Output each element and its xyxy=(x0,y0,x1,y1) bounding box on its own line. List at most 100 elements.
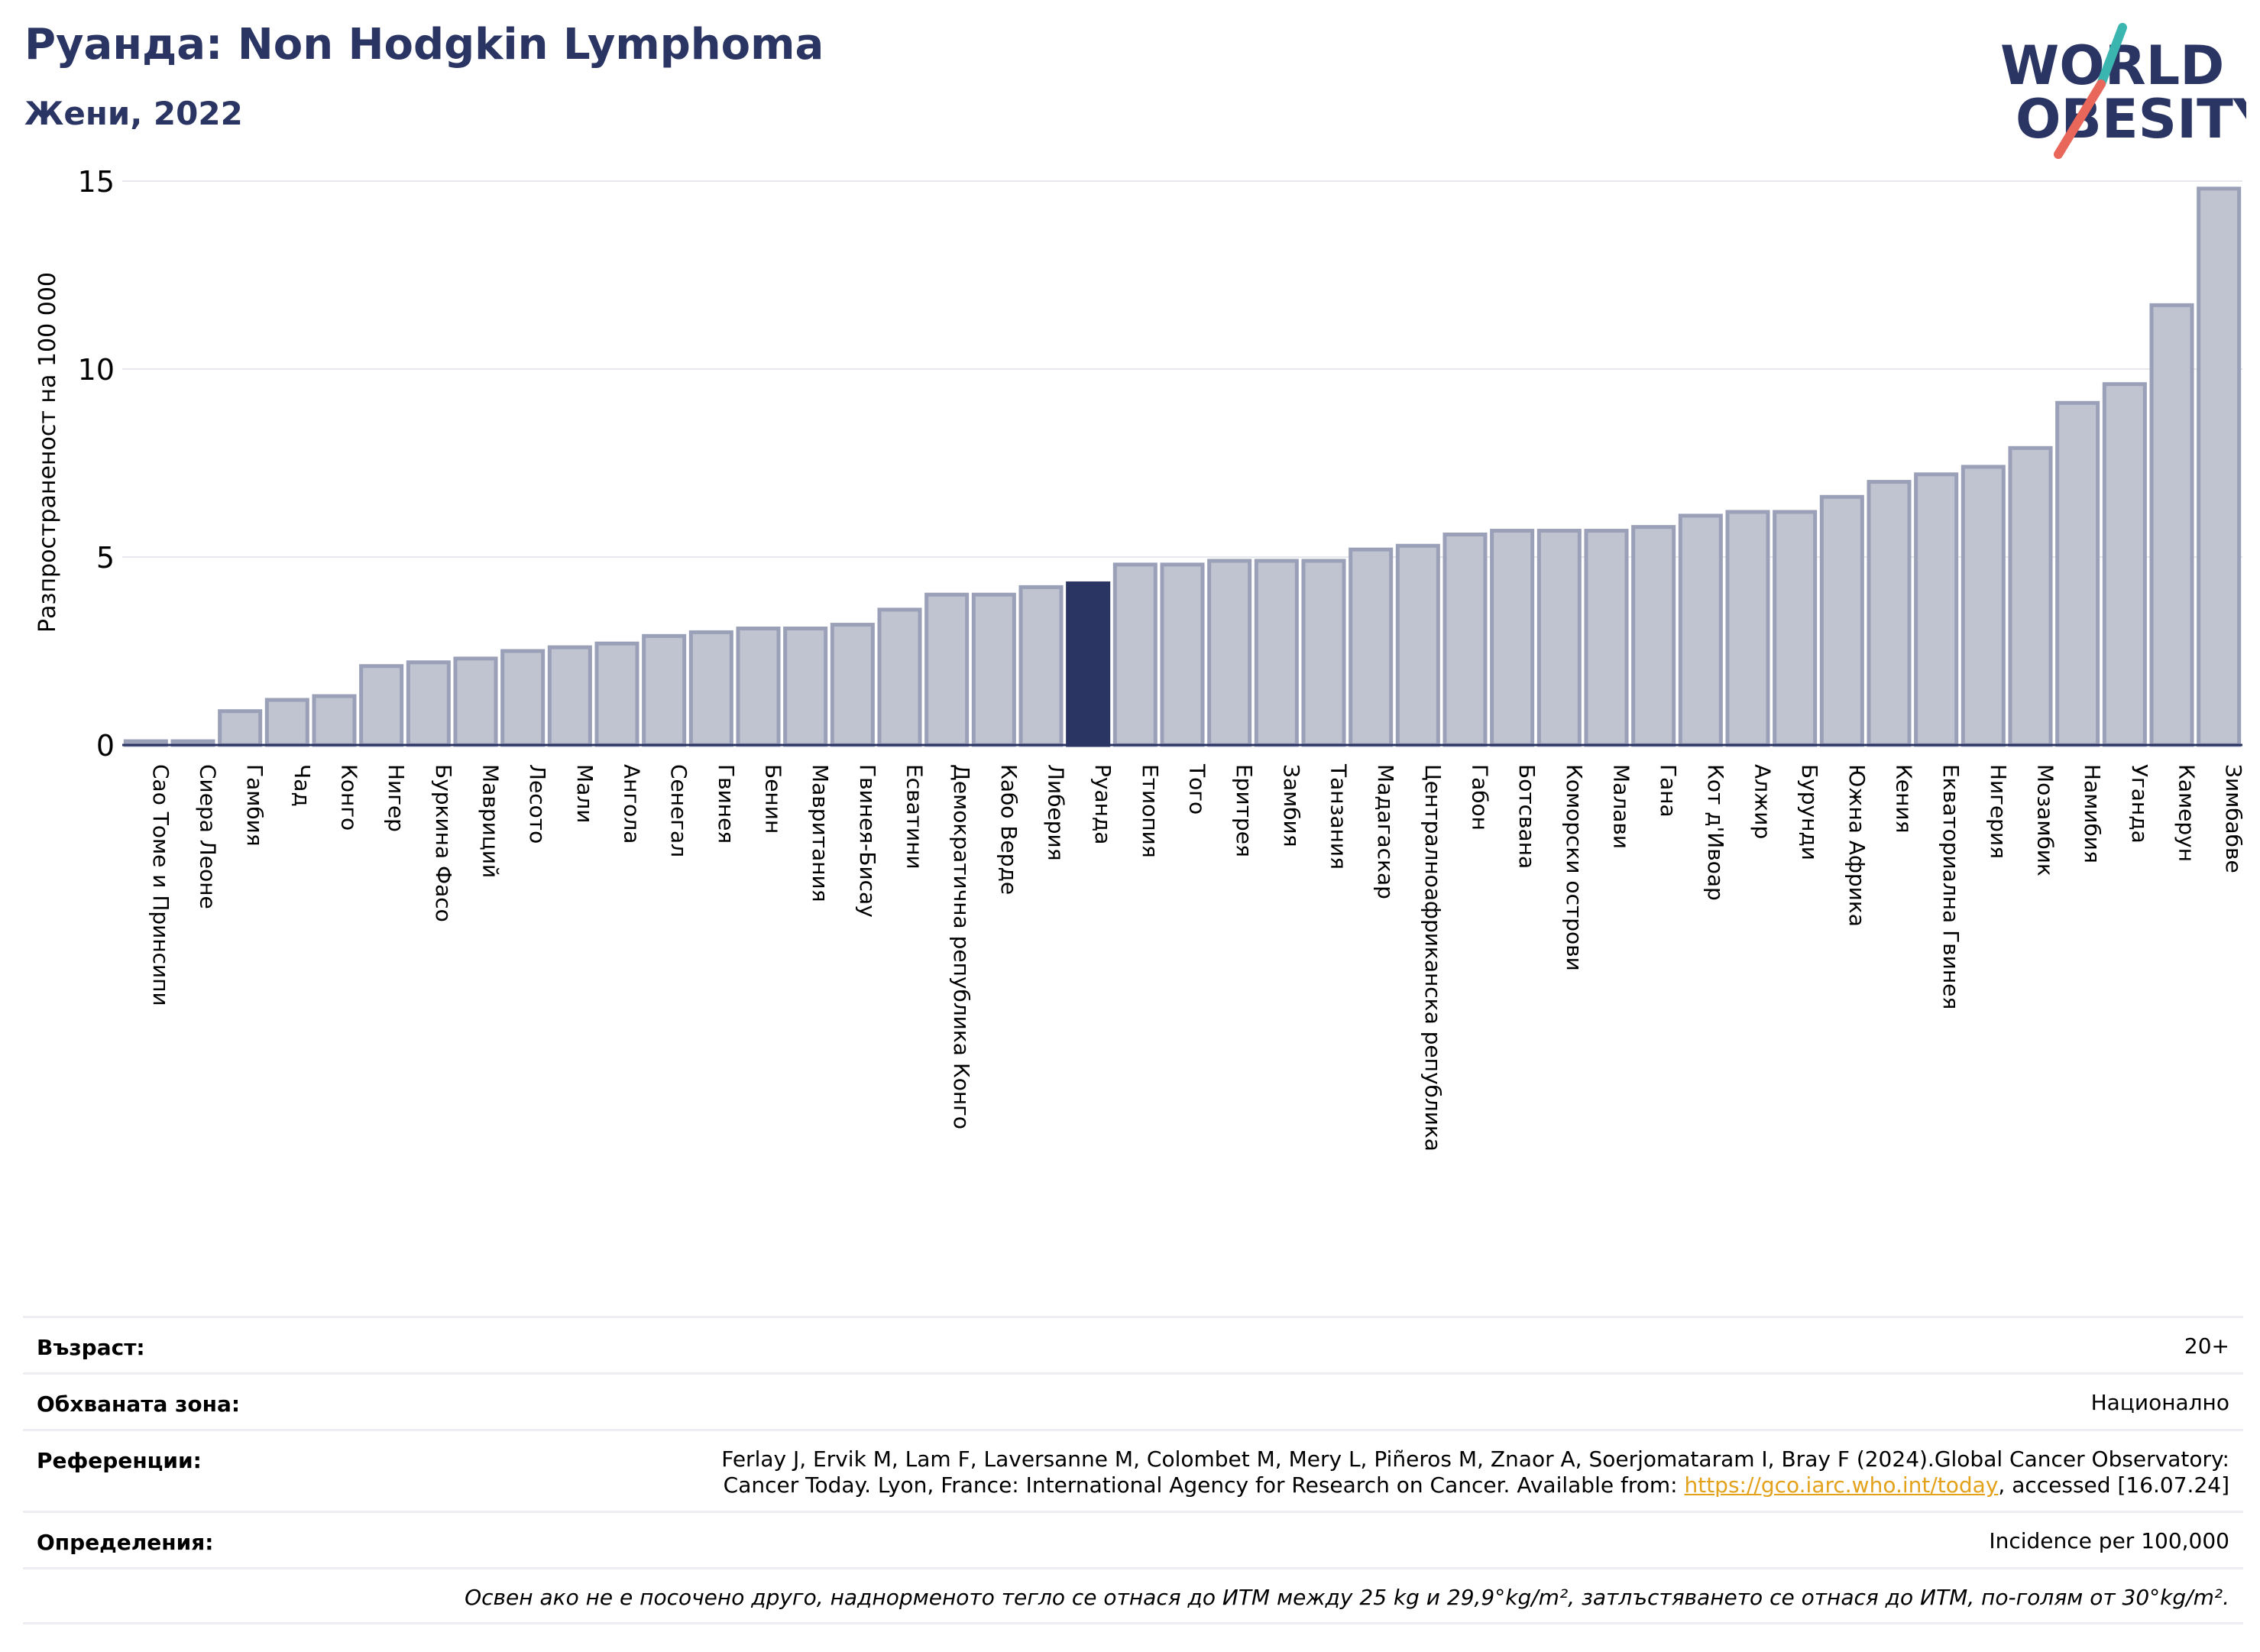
footer-row-area: Обхваната зона: Национално xyxy=(23,1372,2243,1429)
x-tick-label: Чад xyxy=(290,764,315,807)
x-tick-label: Кения xyxy=(1892,764,1917,833)
bar xyxy=(1112,562,1158,747)
x-tick-label: Сиера Леоне xyxy=(196,764,221,909)
y-tick-label: 15 xyxy=(78,165,115,199)
bar xyxy=(1536,529,1582,747)
bar xyxy=(312,694,357,747)
x-tick-label: Габон xyxy=(1468,764,1493,831)
x-tick-label: Мали xyxy=(572,764,597,823)
references-text-3: , accessed [16.07.24] xyxy=(1998,1472,2229,1498)
x-tick-label: Намибия xyxy=(2080,764,2105,863)
world-obesity-logo: WORLD OBESITY xyxy=(2000,23,2246,159)
bar xyxy=(924,592,970,747)
y-axis-ticks: 0 5 10 15 xyxy=(78,165,115,763)
bar xyxy=(2102,382,2147,747)
bar xyxy=(1961,465,2006,747)
x-tick-label: Нигерия xyxy=(1986,764,2011,859)
x-tick-label: Бенин xyxy=(761,764,786,834)
bar xyxy=(642,633,687,747)
bar xyxy=(1018,585,1064,747)
x-tick-label: Гана xyxy=(1656,764,1681,818)
bar-chart: 0 5 10 15 Сао Томе и Принсипи Сиера Леоне Гам… xyxy=(34,165,2246,1152)
y-tick-label: 0 xyxy=(96,729,115,763)
x-tick-label: Мозамбик xyxy=(2033,764,2058,876)
x-tick-label: Есватини xyxy=(902,764,928,870)
x-tick-label: Коморски острови xyxy=(1562,764,1587,971)
area-value: Национално xyxy=(2090,1390,2229,1415)
bar xyxy=(1490,529,1535,747)
references-line-2: Cancer Today. Lyon, France: Internationa… xyxy=(721,1472,2229,1498)
x-tick-label: Кабо Верде xyxy=(996,764,1022,895)
definitions-label: Определения: xyxy=(37,1530,214,1555)
references-link[interactable]: https://gco.iarc.who.int/today xyxy=(1684,1472,1999,1498)
x-tick-label: Сао Томе и Принсипи xyxy=(148,764,173,1006)
bar xyxy=(1301,559,1346,747)
x-tick-label: Еритрея xyxy=(1232,764,1257,857)
footnote: Освен ако не е посочено друго, наднормен… xyxy=(465,1585,2229,1610)
x-tick-label: Конго xyxy=(337,764,362,831)
y-axis-label: Разпространеност на 100 000 xyxy=(34,272,61,633)
x-tick-label: Зимбабве xyxy=(2221,764,2246,873)
x-tick-label: Алжир xyxy=(1750,764,1776,839)
bar xyxy=(736,626,781,747)
bar xyxy=(2055,400,2100,747)
x-tick-label: Гвинея-Бисау xyxy=(855,764,880,918)
x-tick-label: Кот д'Ивоар xyxy=(1703,764,1728,901)
x-tick-label: Гамбия xyxy=(242,764,267,847)
bar xyxy=(1349,547,1394,747)
bar xyxy=(264,698,309,747)
bar xyxy=(594,641,639,747)
x-tick-label: Нигер xyxy=(384,764,409,832)
bar xyxy=(218,709,263,747)
bar xyxy=(406,660,451,747)
x-tick-label: Лесото xyxy=(525,764,550,844)
footer-row-note: Освен ако не е посочено друго, наднормен… xyxy=(23,1567,2243,1624)
bar-highlighted xyxy=(1066,581,1111,747)
footer-row-references: Референции: Ferlay J, Ervik M, Lam F, La… xyxy=(23,1429,2243,1511)
x-tick-label: Либерия xyxy=(1044,764,1069,861)
x-tick-label: Мавритания xyxy=(808,764,833,902)
x-tick-label: Буркина Фасо xyxy=(431,764,456,922)
logo-text-obesity: OBESITY xyxy=(2016,88,2246,151)
x-tick-label: Малави xyxy=(1609,764,1634,849)
bar xyxy=(453,656,498,747)
bar xyxy=(547,645,592,747)
logo-slash-coral xyxy=(2054,79,2106,159)
bar xyxy=(1160,562,1205,747)
references-value: Ferlay J, Ervik M, Lam F, Laversanne M, … xyxy=(721,1446,2229,1498)
info-footer: Възраст: 20+ Обхваната зона: Национално … xyxy=(23,1316,2243,1624)
logo-slash-teal xyxy=(2096,23,2127,89)
references-line-1: Ferlay J, Ervik M, Lam F, Laversanne M, … xyxy=(721,1446,2229,1472)
bar xyxy=(1631,525,1676,747)
bar xyxy=(1867,480,1912,747)
bar xyxy=(1725,510,1770,747)
footer-row-definitions: Определения: Incidence per 100,000 xyxy=(23,1511,2243,1567)
definitions-value: Incidence per 100,000 xyxy=(1989,1528,2229,1553)
bar xyxy=(830,623,875,747)
x-tick-label: Камерун xyxy=(2174,764,2200,862)
bar xyxy=(1207,559,1252,747)
age-label: Възраст: xyxy=(37,1335,145,1360)
x-tick-label: Етиопия xyxy=(1138,764,1163,858)
bar xyxy=(1395,543,1440,747)
x-tick-label: Демократична република Конго xyxy=(949,764,974,1129)
bar xyxy=(2008,445,2053,747)
x-tick-label: Сенегал xyxy=(666,764,691,857)
x-tick-label: Уганда xyxy=(2127,764,2152,844)
footer-row-age: Възраст: 20+ xyxy=(23,1316,2243,1372)
bar xyxy=(1584,529,1629,747)
x-tick-label: Ангола xyxy=(620,764,645,844)
x-tick-label: Мавриций xyxy=(478,764,503,878)
bar xyxy=(2149,303,2194,747)
x-tick-label: Того xyxy=(1185,763,1210,815)
bar xyxy=(1678,513,1723,747)
chart-title: Руанда: Non Hodgkin Lymphoma xyxy=(24,20,824,70)
bar xyxy=(783,626,828,747)
x-tick-label: Руанда xyxy=(1090,764,1115,844)
x-tick-label: Танзания xyxy=(1326,763,1352,870)
x-tick-label: Бурунди xyxy=(1797,764,1822,860)
x-axis-labels: Сао Томе и Принсипи Сиера Леоне Гамбия Чад К… xyxy=(148,763,2246,1152)
x-tick-label: Ботсвана xyxy=(1514,764,1540,869)
bar xyxy=(877,607,922,747)
x-tick-label: Централноафриканска република xyxy=(1420,764,1446,1152)
